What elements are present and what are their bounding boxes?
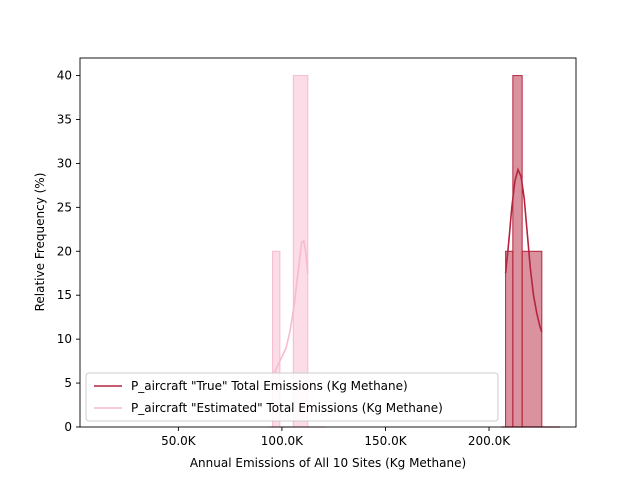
y-tick-label: 15 (57, 288, 72, 302)
legend-label: P_aircraft "True" Total Emissions (Kg Me… (131, 379, 408, 393)
y-tick-label: 0 (64, 420, 72, 434)
kde-line (272, 239, 309, 375)
y-tick-label: 40 (57, 69, 72, 83)
x-axis-label: Annual Emissions of All 10 Sites (Kg Met… (190, 456, 466, 470)
x-tick-label: 100.0K (261, 434, 304, 448)
legend: P_aircraft "True" Total Emissions (Kg Me… (85, 372, 499, 422)
y-tick-label: 25 (57, 200, 72, 214)
axes-frame (79, 57, 577, 428)
y-tick-label: 20 (57, 244, 72, 258)
y-tick-label: 30 (57, 156, 72, 170)
legend-label: P_aircraft "Estimated" Total Emissions (… (131, 401, 443, 415)
y-tick-label: 5 (64, 376, 72, 390)
y-axis-label: Relative Frequency (%) (33, 173, 47, 312)
y-tick-label: 10 (57, 332, 72, 346)
x-tick-label: 50.0K (161, 434, 197, 448)
y-tick-label: 35 (57, 113, 72, 127)
legend-box (85, 372, 499, 422)
x-tick-label: 200.0K (468, 434, 511, 448)
histogram-bar (505, 250, 514, 428)
axes: 50.0K 100.0K 150.0K 200.0K 0 5 10 15 20 25 30 35 40 (57, 57, 577, 448)
kde-line (504, 167, 543, 333)
x-tick-label: 150.0K (364, 434, 407, 448)
histogram-bar (512, 75, 523, 428)
